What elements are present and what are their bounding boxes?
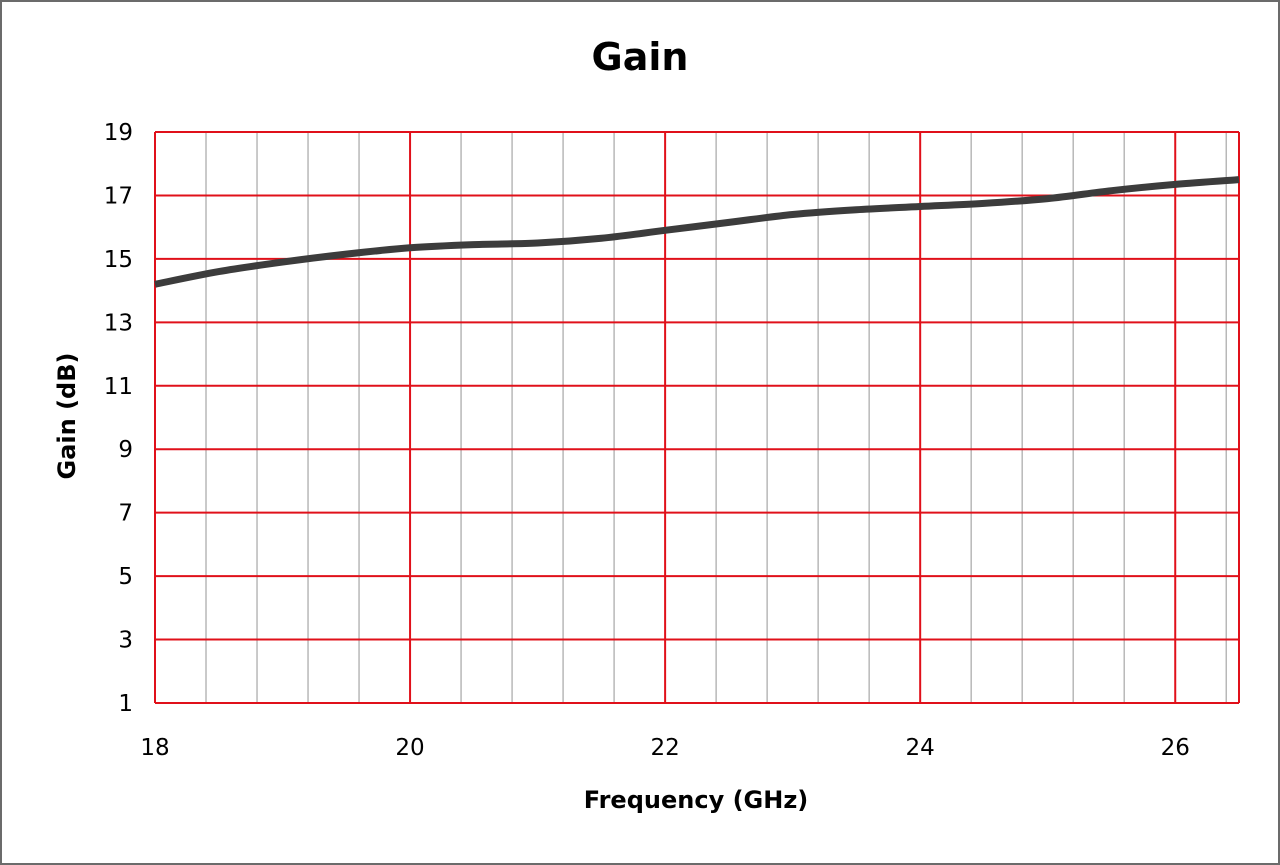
y-tick-label: 15 xyxy=(104,247,133,273)
chart-title: Gain xyxy=(592,35,689,79)
y-tick-label: 9 xyxy=(118,437,133,463)
series-layer xyxy=(154,176,1240,288)
x-tick-label: 18 xyxy=(140,735,169,761)
x-tick-labels: 18 20 22 24 26 xyxy=(140,735,1190,761)
y-tick-label: 7 xyxy=(118,501,133,527)
y-tick-label: 1 xyxy=(118,691,133,717)
major-grid-lines xyxy=(154,131,1240,704)
x-axis-label: Frequency (GHz) xyxy=(584,786,809,814)
x-tick-label: 22 xyxy=(650,735,679,761)
y-tick-label: 17 xyxy=(104,183,133,209)
y-tick-label: 11 xyxy=(104,374,133,400)
gain-series-line xyxy=(154,176,1240,288)
minor-grid-lines xyxy=(205,132,1227,703)
y-tick-label: 13 xyxy=(104,310,133,336)
x-tick-label: 20 xyxy=(395,735,424,761)
y-axis-label: Gain (dB) xyxy=(53,353,81,480)
y-tick-label: 3 xyxy=(118,628,133,654)
x-tick-label: 24 xyxy=(906,735,935,761)
x-tick-label: 26 xyxy=(1161,735,1190,761)
y-tick-label: 5 xyxy=(118,564,133,590)
y-tick-label: 19 xyxy=(104,120,133,146)
